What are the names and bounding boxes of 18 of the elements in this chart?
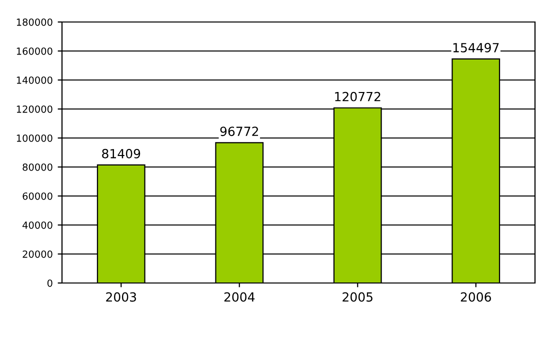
y-tick-label: 120000 [16, 105, 52, 113]
x-tick-label: 2003 [106, 292, 136, 302]
y-tick-label: 20000 [22, 250, 52, 258]
y-tick-label: 80000 [22, 163, 52, 171]
data-label: 81409 [102, 148, 140, 158]
y-tick-label: 160000 [16, 47, 52, 55]
y-tick-label: 60000 [22, 192, 52, 200]
x-tick-label: 2005 [342, 292, 372, 302]
y-tick-label: 0 [47, 279, 52, 287]
data-label: 154497 [453, 42, 499, 52]
y-tick-label: 180000 [16, 18, 52, 26]
data-label: 120772 [335, 92, 380, 102]
data-label: 96772 [220, 126, 258, 136]
x-tick-label: 2004 [224, 292, 255, 302]
y-tick-label: 140000 [16, 76, 52, 84]
y-tick-label: 100000 [16, 134, 52, 142]
x-tick-label: 2006 [460, 292, 491, 302]
y-tick-label: 40000 [22, 221, 52, 229]
